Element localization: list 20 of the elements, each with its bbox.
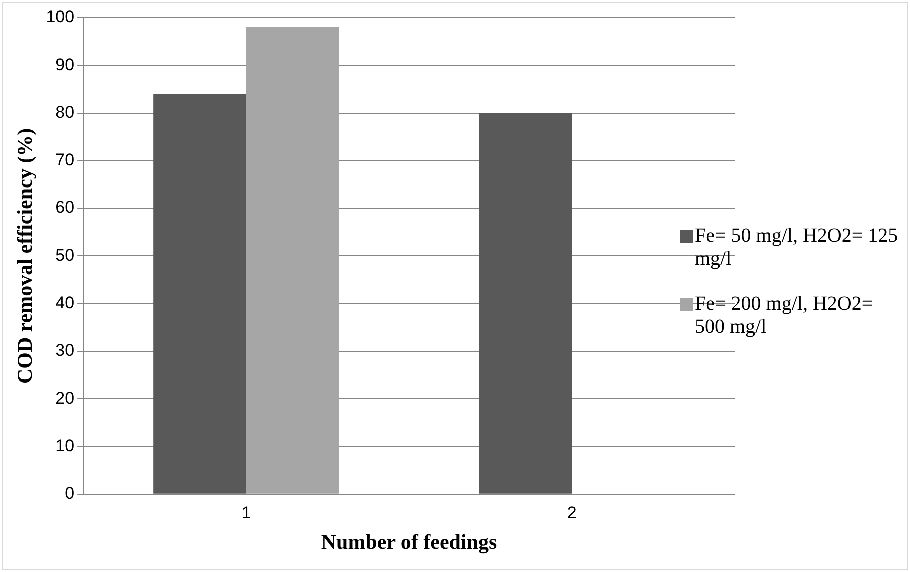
y-tick-label: 60 — [56, 198, 75, 218]
y-tick-label: 30 — [56, 341, 75, 360]
x-tick-label: 1 — [242, 503, 252, 522]
bar — [246, 28, 340, 494]
legend-label: Fe= 50 mg/l, H2O2= 125 mg/l — [695, 225, 900, 271]
y-tick-label: 100 — [46, 8, 75, 27]
y-tick-label: 80 — [56, 102, 75, 122]
x-axis-title: Number of feedings — [321, 530, 498, 554]
y-tick-label: 90 — [56, 55, 75, 74]
y-tick-label: 40 — [56, 294, 75, 313]
y-tick-label: 20 — [56, 388, 75, 408]
bar — [154, 94, 246, 494]
y-tick-label: 0 — [65, 484, 75, 504]
y-axis-title: COD removal efficiency (%) — [13, 128, 38, 384]
y-tick-label: 50 — [56, 246, 75, 265]
legend-label: Fe= 200 mg/l, H2O2= 500 mg/l — [695, 293, 874, 339]
y-tick-label: 10 — [56, 436, 75, 456]
y-tick-label: 70 — [56, 150, 75, 170]
x-tick-label: 2 — [567, 503, 577, 522]
bar — [479, 113, 572, 494]
